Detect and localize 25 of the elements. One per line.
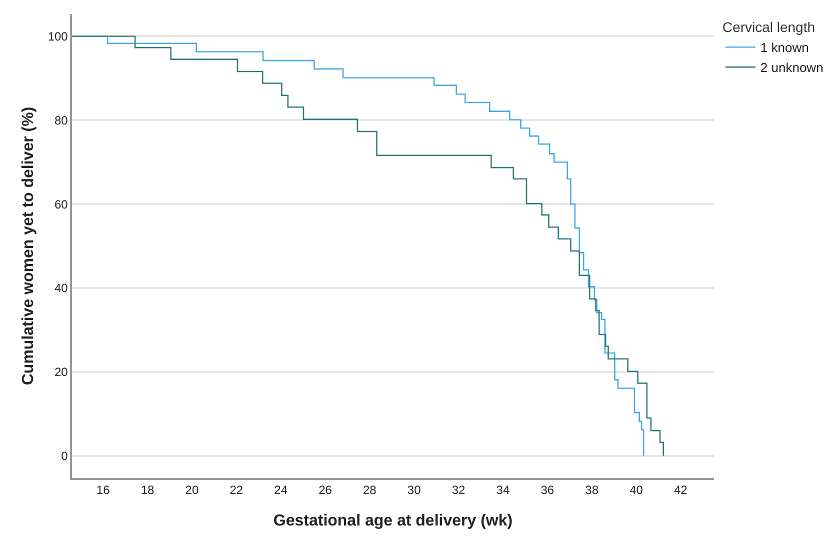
x-tick-label: 16 xyxy=(96,483,110,498)
x-tick-label: 26 xyxy=(318,483,332,498)
y-tick-label: 100 xyxy=(48,29,68,44)
x-tick-label: 38 xyxy=(585,483,599,498)
legend-title: Cervical length xyxy=(722,19,816,36)
x-tick-label: 18 xyxy=(140,483,155,498)
x-tick-label: 22 xyxy=(230,483,244,498)
x-tick-label: 24 xyxy=(274,483,288,498)
y-tick-label: 0 xyxy=(61,448,68,463)
x-tick-label: 30 xyxy=(407,483,422,498)
x-tick-label: 28 xyxy=(362,483,377,498)
x-tick-label: 32 xyxy=(452,483,466,498)
x-tick-label: 20 xyxy=(185,483,199,498)
x-tick-label: 42 xyxy=(674,483,688,498)
x-axis-title: Gestational age at delivery (wk) xyxy=(273,512,513,530)
legend-label: 2 unknown xyxy=(760,60,824,76)
legend-label: 1 known xyxy=(760,40,809,56)
x-tick-label: 40 xyxy=(630,483,644,498)
x-tick-label: 36 xyxy=(540,483,554,498)
y-tick-label: 40 xyxy=(54,281,68,296)
y-tick-label: 60 xyxy=(54,197,68,212)
x-tick-label: 34 xyxy=(496,483,510,498)
y-tick-label: 20 xyxy=(54,365,68,380)
y-tick-label: 80 xyxy=(54,113,68,128)
y-axis-title: Cumulative women yet to deliver (%) xyxy=(20,106,38,386)
